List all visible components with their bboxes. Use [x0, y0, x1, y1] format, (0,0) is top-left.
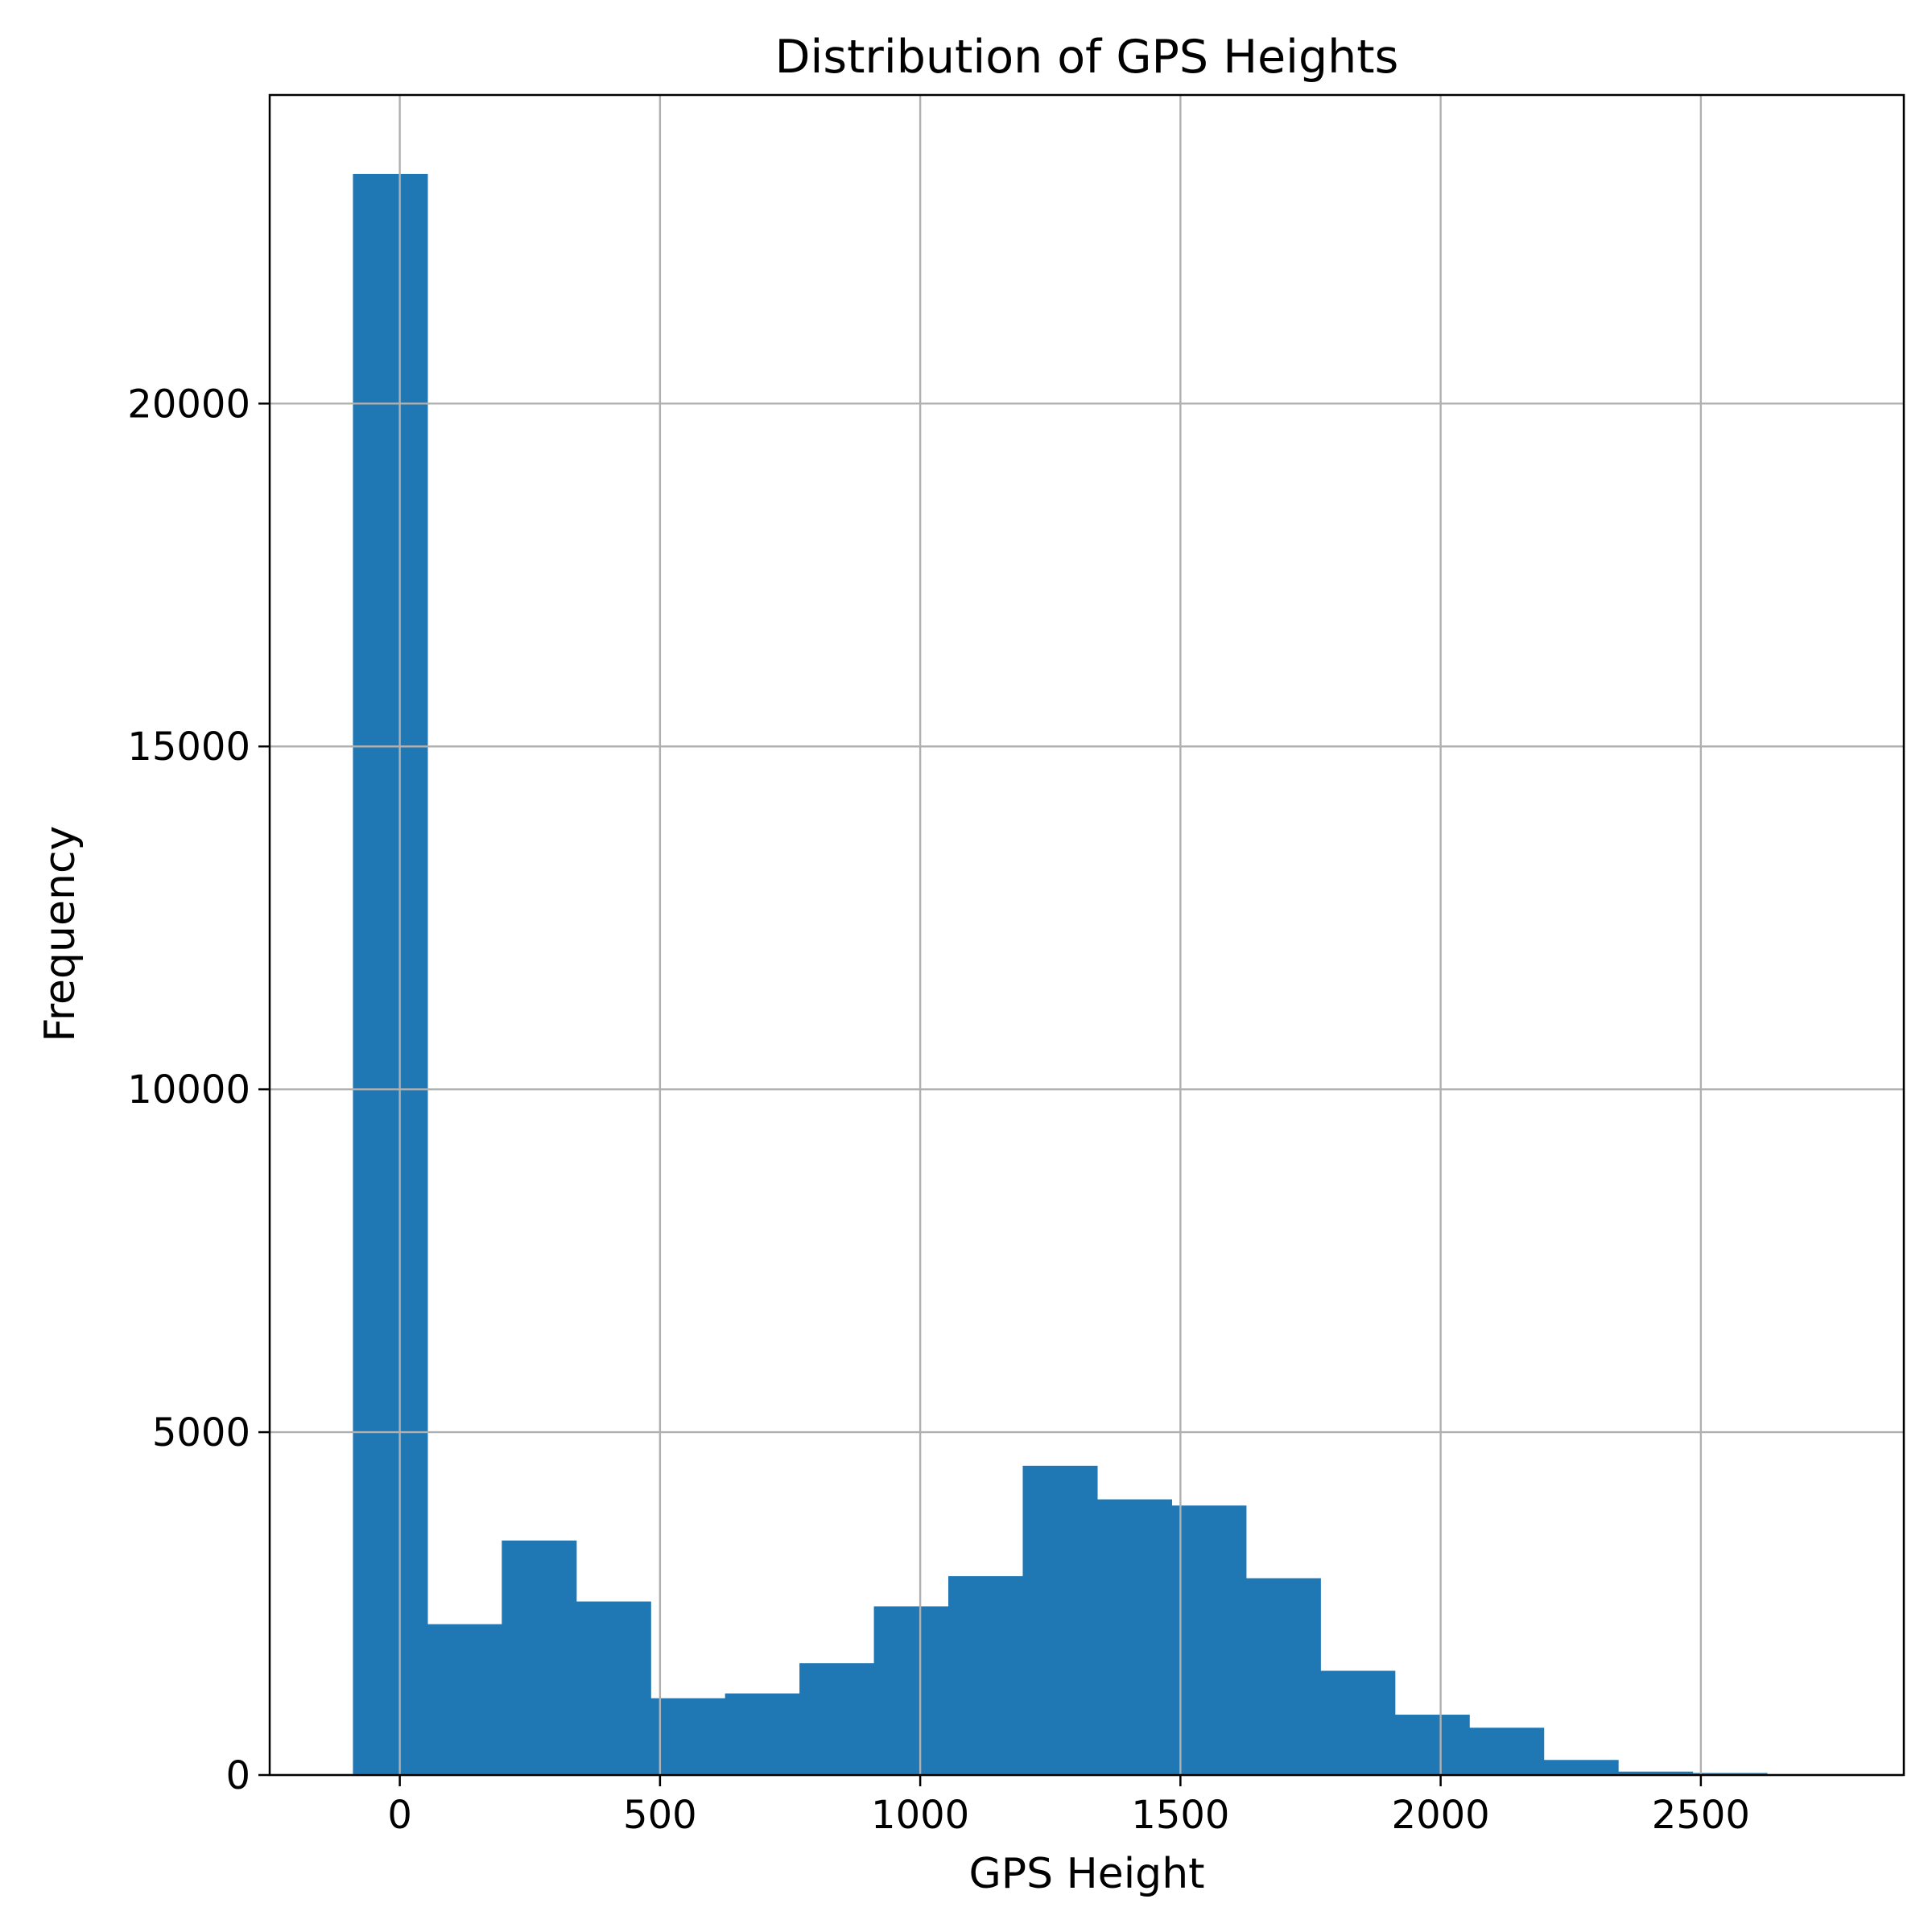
y-tick-label: 5000 [152, 1410, 250, 1455]
x-axis-ticks: 0 500 1000 1500 2000 2500 [387, 1775, 1750, 1838]
y-tick-label: 15000 [127, 724, 250, 770]
histogram-bar [724, 1693, 800, 1775]
histogram-bar [427, 1624, 502, 1775]
histogram-bar [1618, 1771, 1694, 1775]
y-tick-label: 20000 [127, 382, 250, 427]
grid-overlay [270, 95, 1904, 1777]
bars [353, 173, 1768, 1776]
histogram-bar [948, 1575, 1024, 1775]
histogram-bar [1692, 1773, 1768, 1775]
histogram-bar [1469, 1728, 1545, 1775]
y-axis-ticks: 0 5000 10000 15000 20000 [127, 382, 270, 1798]
x-tick-label: 500 [623, 1793, 697, 1838]
x-tick-label: 1500 [1131, 1793, 1229, 1838]
histogram-bar [799, 1663, 875, 1775]
y-tick-label: 10000 [127, 1067, 250, 1113]
histogram-bar [1394, 1715, 1470, 1775]
histogram-bar [502, 1540, 577, 1775]
histogram-bar [1543, 1760, 1619, 1775]
x-tick-label: 2500 [1652, 1793, 1750, 1838]
x-tick-label: 0 [387, 1793, 412, 1838]
chart-title: Distribution of GPS Heights [775, 31, 1399, 84]
x-axis-label: GPS Height [968, 1850, 1204, 1898]
histogram-bar [1320, 1670, 1396, 1775]
histogram-bar [576, 1601, 651, 1775]
histogram-bar [1171, 1505, 1247, 1775]
histogram-bar [1245, 1578, 1321, 1775]
x-tick-label: 1000 [871, 1793, 969, 1838]
y-tick-label: 0 [225, 1753, 250, 1798]
x-tick-label: 2000 [1392, 1793, 1490, 1838]
histogram-bar [1022, 1465, 1098, 1775]
histogram-bar [1096, 1499, 1172, 1775]
histogram-bar [650, 1698, 726, 1775]
plot-frame [268, 93, 1905, 1777]
y-axis-label: Frequency [36, 826, 85, 1042]
histogram-bar [353, 173, 428, 1776]
histogram-bar [873, 1606, 949, 1775]
